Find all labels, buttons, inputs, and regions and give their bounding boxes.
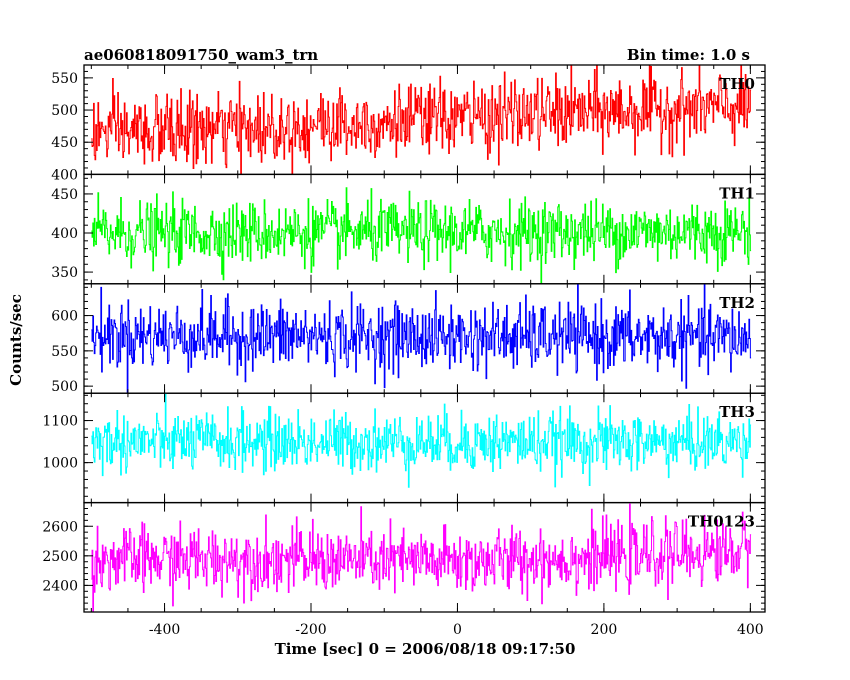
y-tick-label: 1100 (42, 414, 78, 430)
x-tick-label: 200 (591, 622, 618, 638)
panel-label-th0123: TH0123 (688, 513, 755, 531)
panel-label-th1: TH1 (719, 184, 755, 202)
y-tick-label: 550 (51, 71, 78, 87)
y-tick-label: 350 (51, 265, 78, 281)
y-tick-label: 2600 (42, 519, 78, 535)
chart-title: ae060818091750_wam3_trn (84, 46, 319, 64)
series-line-th2 (91, 283, 752, 394)
y-tick-label: 2400 (42, 578, 78, 594)
x-tick-label: 400 (737, 622, 764, 638)
y-tick-label: 500 (51, 379, 78, 395)
x-tick-label: -400 (149, 622, 180, 638)
bin-time-label: Bin time: 1.0 s (626, 46, 750, 64)
y-tick-label: 450 (51, 135, 78, 151)
series-line-th3 (91, 393, 752, 488)
panel-label-th3: TH3 (719, 403, 755, 421)
panel-frame-th0123 (83, 501, 766, 613)
y-tick-label: 450 (51, 187, 78, 203)
y-tick-label: 400 (51, 226, 78, 242)
x-tick-label: -200 (295, 622, 326, 638)
y-tick-label: 600 (51, 309, 78, 325)
y-tick-label: 550 (51, 344, 78, 360)
series-line-th1 (91, 187, 752, 284)
panel-label-th2: TH2 (719, 294, 755, 312)
x-axis-label: Time [sec] 0 = 2006/08/18 09:17:50 (274, 640, 576, 658)
series-line-th0123 (91, 503, 752, 612)
y-tick-label: 1000 (42, 456, 78, 472)
series-line-th0 (91, 65, 752, 175)
y-axis-label: Counts/sec (7, 294, 25, 386)
x-tick-label: 0 (453, 622, 462, 638)
y-tick-label: 500 (51, 103, 78, 119)
y-tick-label: 2500 (42, 549, 78, 565)
panel-label-th0: TH0 (719, 75, 755, 93)
y-tick-label: 400 (51, 167, 78, 183)
